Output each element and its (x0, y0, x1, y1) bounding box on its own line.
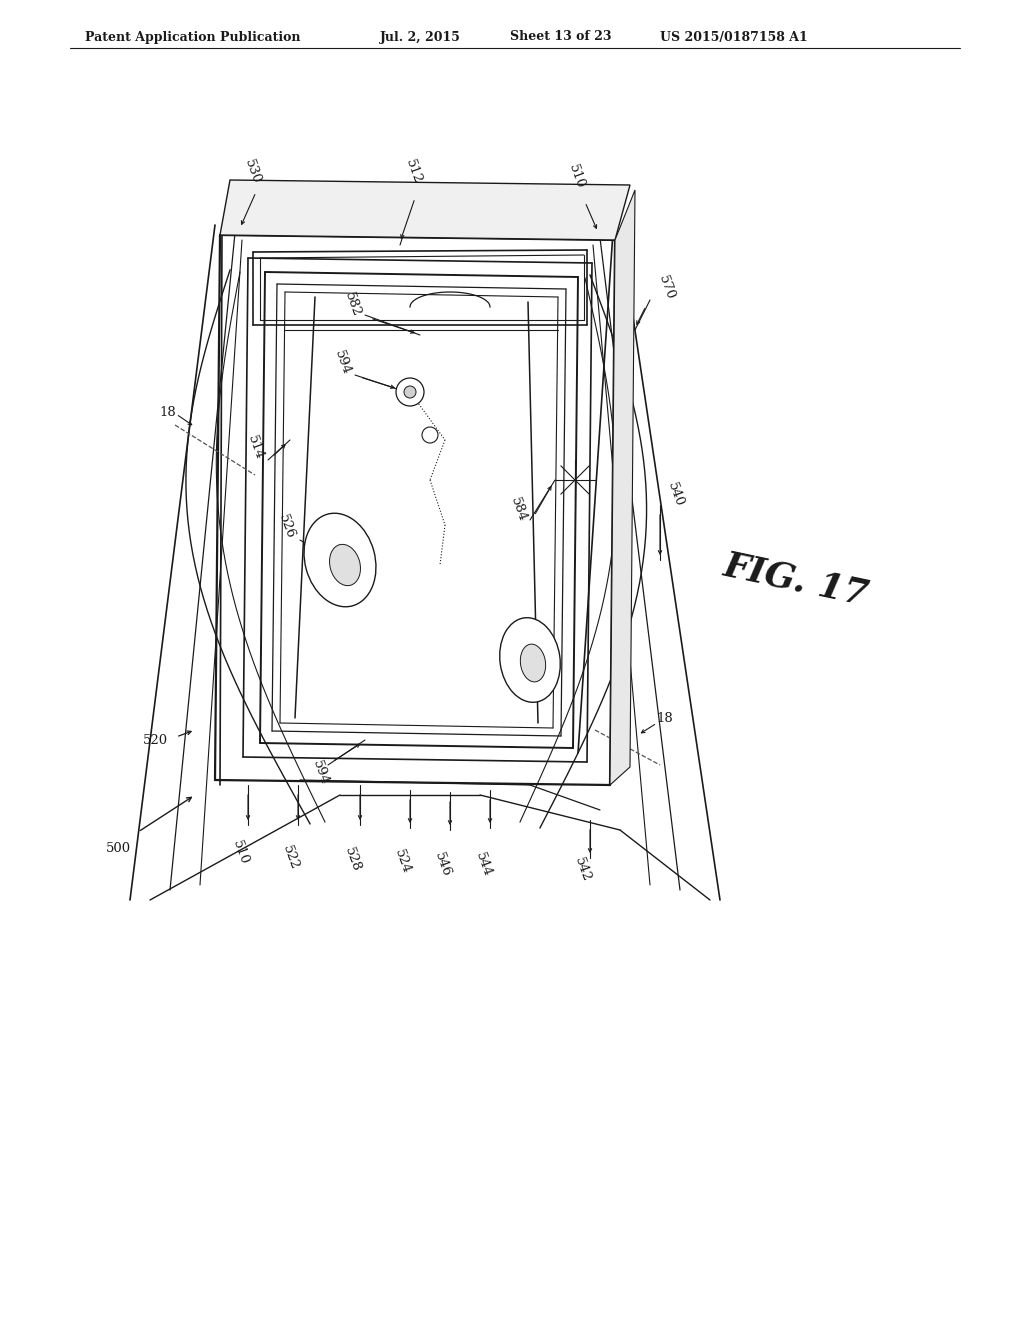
Text: 526: 526 (275, 513, 296, 541)
Text: FIG. 17: FIG. 17 (720, 548, 871, 612)
Polygon shape (610, 190, 635, 785)
Text: 522: 522 (280, 843, 300, 873)
Text: 18: 18 (656, 711, 674, 725)
Ellipse shape (520, 644, 546, 682)
Text: 546: 546 (431, 851, 453, 879)
Text: 570: 570 (655, 275, 677, 302)
Text: 510: 510 (565, 162, 587, 191)
Text: Jul. 2, 2015: Jul. 2, 2015 (380, 30, 461, 44)
Text: 584: 584 (508, 496, 528, 524)
Text: 594: 594 (332, 348, 352, 378)
Text: 528: 528 (342, 846, 362, 874)
Circle shape (396, 378, 424, 407)
Circle shape (422, 426, 438, 444)
Text: 514: 514 (245, 434, 265, 462)
Text: US 2015/0187158 A1: US 2015/0187158 A1 (660, 30, 808, 44)
Text: 18: 18 (160, 405, 176, 418)
Text: 594: 594 (309, 759, 331, 787)
Polygon shape (220, 180, 630, 240)
Text: 544: 544 (473, 851, 494, 879)
Text: 524: 524 (391, 847, 413, 876)
Text: 530: 530 (242, 158, 262, 186)
Text: Patent Application Publication: Patent Application Publication (85, 30, 300, 44)
Ellipse shape (330, 544, 360, 586)
Text: 542: 542 (571, 855, 593, 884)
Text: 540: 540 (665, 480, 685, 510)
Text: 510: 510 (229, 840, 251, 867)
Text: Sheet 13 of 23: Sheet 13 of 23 (510, 30, 611, 44)
Text: 512: 512 (402, 158, 423, 186)
Ellipse shape (304, 513, 376, 607)
Text: 500: 500 (105, 842, 131, 854)
Text: 582: 582 (342, 290, 362, 319)
Ellipse shape (500, 618, 560, 702)
Text: 520: 520 (142, 734, 168, 747)
Circle shape (404, 385, 416, 399)
